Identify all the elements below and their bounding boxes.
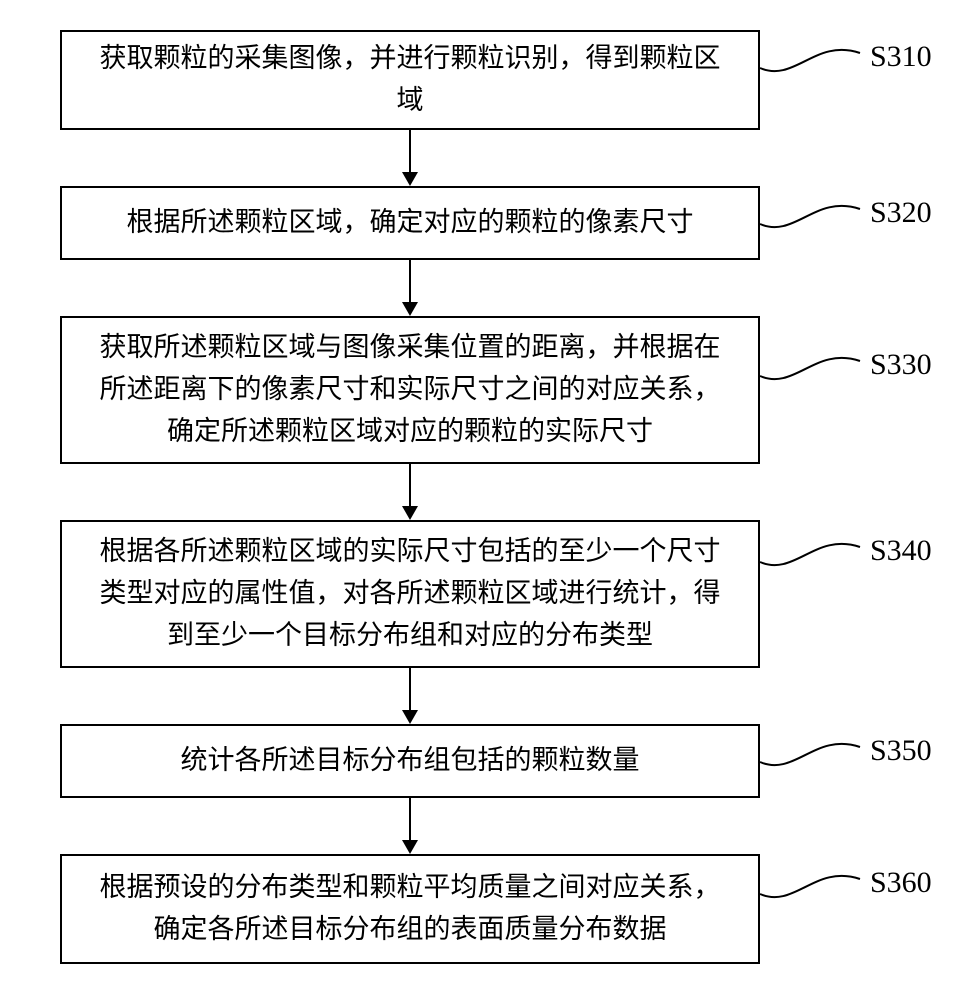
step-text: 根据各所述颗粒区域的实际尺寸包括的至少一个尺寸类型对应的属性值，对各所述颗粒区域… <box>90 531 730 657</box>
callout-curve <box>760 184 860 244</box>
arrow-line <box>409 130 411 172</box>
arrow-head-icon <box>402 840 418 854</box>
step-text: 统计各所述目标分布组包括的颗粒数量 <box>181 740 640 782</box>
flowchart-step-s320: 根据所述颗粒区域，确定对应的颗粒的像素尺寸 <box>60 186 760 260</box>
step-text: 获取所述颗粒区域与图像采集位置的距离，并根据在所述距离下的像素尺寸和实际尺寸之间… <box>90 327 730 453</box>
step-label-s360: S360 <box>870 866 932 900</box>
arrow-line <box>409 668 411 710</box>
arrow-head-icon <box>402 506 418 520</box>
flowchart-step-s350: 统计各所述目标分布组包括的颗粒数量 <box>60 724 760 798</box>
callout-curve <box>760 336 860 396</box>
flowchart-step-s360: 根据预设的分布类型和颗粒平均质量之间对应关系，确定各所述目标分布组的表面质量分布… <box>60 854 760 964</box>
arrow-line <box>409 260 411 302</box>
step-label-s350: S350 <box>870 734 932 768</box>
flowchart-step-s310: 获取颗粒的采集图像，并进行颗粒识别，得到颗粒区域 <box>60 30 760 130</box>
arrow-line <box>409 798 411 840</box>
step-text: 根据所述颗粒区域，确定对应的颗粒的像素尺寸 <box>127 202 694 244</box>
flowchart-step-s340: 根据各所述颗粒区域的实际尺寸包括的至少一个尺寸类型对应的属性值，对各所述颗粒区域… <box>60 520 760 668</box>
arrow-head-icon <box>402 302 418 316</box>
callout-curve <box>760 28 860 88</box>
step-text: 根据预设的分布类型和颗粒平均质量之间对应关系，确定各所述目标分布组的表面质量分布… <box>90 867 730 951</box>
callout-curve <box>760 522 860 582</box>
step-label-s340: S340 <box>870 534 932 568</box>
callout-curve <box>760 722 860 782</box>
arrow-head-icon <box>402 710 418 724</box>
flowchart-canvas: 获取颗粒的采集图像，并进行颗粒识别，得到颗粒区域 S310 根据所述颗粒区域，确定对… <box>0 0 961 1000</box>
step-text: 获取颗粒的采集图像，并进行颗粒识别，得到颗粒区域 <box>90 38 730 122</box>
flowchart-step-s330: 获取所述颗粒区域与图像采集位置的距离，并根据在所述距离下的像素尺寸和实际尺寸之间… <box>60 316 760 464</box>
step-label-s310: S310 <box>870 40 932 74</box>
step-label-s330: S330 <box>870 348 932 382</box>
arrow-line <box>409 464 411 506</box>
callout-curve <box>760 854 860 914</box>
step-label-s320: S320 <box>870 196 932 230</box>
arrow-head-icon <box>402 172 418 186</box>
